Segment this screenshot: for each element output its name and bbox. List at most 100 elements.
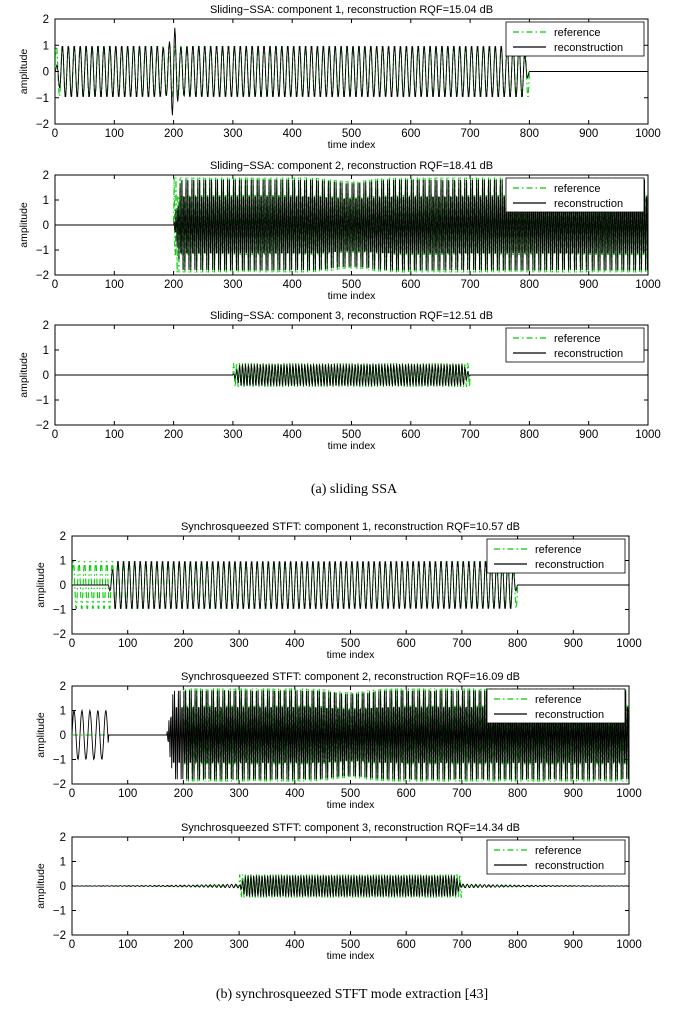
x-tick-label: 200 <box>174 788 193 800</box>
x-tick-label: 200 <box>174 939 193 951</box>
x-tick-label: 0 <box>69 939 75 951</box>
x-tick-label: 300 <box>223 429 242 441</box>
x-axis-label: time index <box>328 290 377 302</box>
x-tick-label: 700 <box>452 939 471 951</box>
x-tick-label: 900 <box>564 788 583 800</box>
legend: reference reconstruction <box>506 22 644 56</box>
y-tick-label: 0 <box>43 220 49 232</box>
x-tick-label: 800 <box>508 939 527 951</box>
x-tick-label: 200 <box>164 128 183 140</box>
legend-label-reference: reference <box>535 694 581 706</box>
x-tick-label: 400 <box>283 279 302 291</box>
x-tick-label: 300 <box>223 128 242 140</box>
legend: reference reconstruction <box>487 840 625 874</box>
x-tick-label: 400 <box>285 638 304 650</box>
x-tick-label: 400 <box>283 128 302 140</box>
legend-label-reconstruction: reconstruction <box>554 198 623 210</box>
y-tick-label: −2 <box>53 629 66 641</box>
panel-title: Sliding−SSA: component 2, reconstruction… <box>210 160 493 172</box>
x-tick-label: 700 <box>452 788 471 800</box>
x-tick-label: 200 <box>174 638 193 650</box>
x-tick-label: 300 <box>223 279 242 291</box>
y-tick-label: −2 <box>36 119 49 131</box>
x-tick-label: 600 <box>397 788 416 800</box>
x-tick-label: 600 <box>401 429 420 441</box>
y-tick-label: 1 <box>43 345 49 357</box>
x-axis-label: time index <box>328 139 377 151</box>
chart-panel-3: Sliding−SSA: component 3, reconstruction… <box>18 310 661 452</box>
x-tick-label: 200 <box>164 279 183 291</box>
y-tick-label: −2 <box>36 270 49 282</box>
x-tick-label: 100 <box>105 128 124 140</box>
x-tick-label: 600 <box>397 638 416 650</box>
y-axis-label: amplitude <box>35 863 47 909</box>
x-tick-label: 800 <box>520 429 539 441</box>
y-tick-label: −2 <box>53 930 66 942</box>
y-tick-label: 2 <box>60 681 66 693</box>
y-tick-label: −1 <box>53 605 66 617</box>
legend-label-reconstruction: reconstruction <box>535 559 604 571</box>
x-tick-label: 100 <box>118 939 137 951</box>
x-tick-label: 700 <box>452 638 471 650</box>
x-tick-label: 1000 <box>616 638 642 650</box>
y-tick-label: −1 <box>36 395 49 407</box>
x-tick-label: 400 <box>285 939 304 951</box>
x-tick-label: 1000 <box>616 939 642 951</box>
y-axis-label: amplitude <box>35 562 47 608</box>
y-tick-label: 0 <box>60 881 66 893</box>
y-tick-label: −1 <box>53 755 66 767</box>
x-tick-label: 100 <box>118 638 137 650</box>
legend-label-reference: reference <box>554 183 600 195</box>
x-axis-label: time index <box>327 649 376 661</box>
y-axis-label: amplitude <box>18 49 30 95</box>
x-tick-label: 900 <box>579 429 598 441</box>
x-tick-label: 1000 <box>635 128 661 140</box>
y-axis-label: amplitude <box>35 712 47 758</box>
x-tick-label: 100 <box>105 279 124 291</box>
legend-label-reference: reference <box>554 333 600 345</box>
x-tick-label: 300 <box>230 939 249 951</box>
x-tick-label: 400 <box>283 429 302 441</box>
chart-panel-1: Sliding−SSA: component 1, reconstruction… <box>18 4 661 151</box>
y-tick-label: 1 <box>43 195 49 207</box>
y-tick-label: 2 <box>43 14 49 26</box>
x-tick-label: 800 <box>508 638 527 650</box>
x-tick-label: 300 <box>230 638 249 650</box>
x-tick-label: 800 <box>520 279 539 291</box>
x-tick-label: 200 <box>164 429 183 441</box>
y-tick-label: 1 <box>60 857 66 869</box>
panel-title: Sliding−SSA: component 3, reconstruction… <box>210 310 493 322</box>
y-tick-label: 0 <box>60 730 66 742</box>
y-tick-label: 0 <box>43 370 49 382</box>
x-tick-label: 1000 <box>635 429 661 441</box>
chart-panel-6: Synchrosqueezed STFT: component 3, recon… <box>35 822 642 962</box>
legend-label-reconstruction: reconstruction <box>535 709 604 721</box>
y-axis-label: amplitude <box>18 202 30 248</box>
legend: reference reconstruction <box>506 328 644 362</box>
x-tick-label: 700 <box>461 429 480 441</box>
x-tick-label: 900 <box>579 128 598 140</box>
x-tick-label: 1000 <box>616 788 642 800</box>
chart-panel-4: Synchrosqueezed STFT: component 1, recon… <box>35 521 642 661</box>
x-tick-label: 600 <box>401 128 420 140</box>
legend-label-reconstruction: reconstruction <box>554 42 623 54</box>
caption-b: (b) synchrosqueezed STFT mode extraction… <box>216 987 488 1002</box>
y-tick-label: 1 <box>43 40 49 52</box>
chart-panel-2: Sliding−SSA: component 2, reconstruction… <box>18 160 661 302</box>
x-tick-label: 600 <box>401 279 420 291</box>
x-tick-label: 0 <box>69 638 75 650</box>
x-tick-label: 600 <box>397 939 416 951</box>
legend-label-reference: reference <box>554 27 600 39</box>
y-tick-label: −2 <box>36 420 49 432</box>
y-tick-label: −2 <box>53 779 66 791</box>
x-axis-label: time index <box>327 799 376 811</box>
x-tick-label: 0 <box>52 429 58 441</box>
x-tick-label: 800 <box>520 128 539 140</box>
y-tick-label: 0 <box>60 580 66 592</box>
x-tick-label: 1000 <box>635 279 661 291</box>
x-tick-label: 900 <box>564 638 583 650</box>
x-tick-label: 300 <box>230 788 249 800</box>
x-tick-label: 900 <box>564 939 583 951</box>
y-tick-label: 2 <box>43 170 49 182</box>
x-tick-label: 0 <box>69 788 75 800</box>
